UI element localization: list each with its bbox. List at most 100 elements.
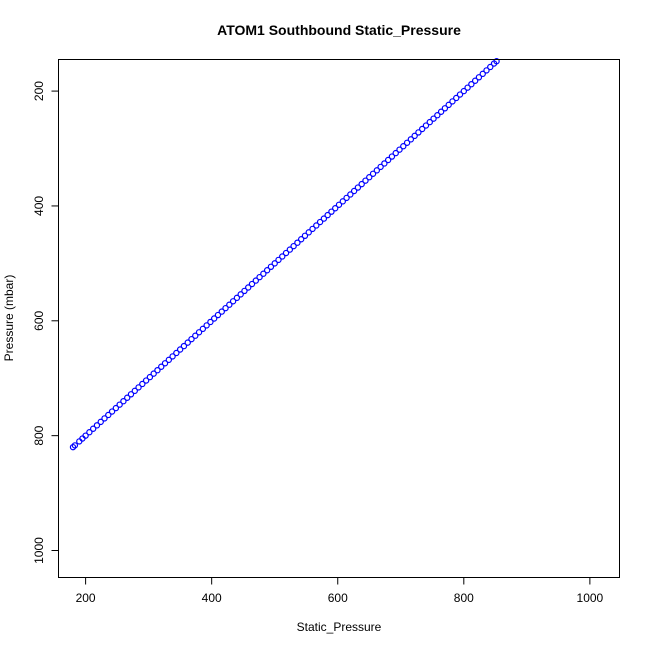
data-point bbox=[388, 153, 396, 160]
data-point bbox=[426, 118, 433, 126]
x-tick-label: 200 bbox=[76, 591, 96, 605]
data-point bbox=[407, 136, 415, 143]
data-point bbox=[271, 260, 278, 267]
data-point bbox=[453, 94, 460, 102]
data-point bbox=[222, 304, 229, 312]
data-point bbox=[441, 105, 449, 112]
data-point bbox=[275, 256, 282, 264]
data-point bbox=[146, 373, 154, 381]
data-point bbox=[282, 249, 290, 257]
data-point bbox=[124, 394, 131, 401]
data-point bbox=[290, 242, 297, 250]
data-point bbox=[139, 380, 146, 388]
data-point bbox=[192, 332, 199, 339]
data-point bbox=[350, 187, 358, 195]
data-point bbox=[184, 339, 191, 346]
x-tick-label: 800 bbox=[454, 591, 474, 605]
data-point bbox=[305, 229, 312, 236]
y-axis: 200 400 600 800 1000 bbox=[32, 81, 59, 564]
data-point bbox=[456, 91, 464, 98]
data-point bbox=[195, 329, 203, 336]
data-point bbox=[120, 398, 127, 405]
y-tick-label: 600 bbox=[32, 310, 46, 330]
data-point bbox=[131, 387, 138, 395]
data-point bbox=[493, 58, 500, 65]
data-point bbox=[176, 346, 184, 353]
data-point bbox=[464, 84, 471, 91]
data-point bbox=[297, 236, 305, 243]
data-point bbox=[377, 163, 384, 171]
data-point bbox=[267, 263, 275, 271]
data-point bbox=[396, 146, 403, 153]
data-point bbox=[158, 363, 165, 370]
data-point bbox=[358, 180, 365, 188]
data-point bbox=[294, 239, 301, 246]
data-point bbox=[324, 211, 331, 219]
data-point bbox=[248, 280, 256, 288]
x-tick-label: 1000 bbox=[577, 591, 604, 605]
data-point bbox=[154, 366, 161, 374]
data-point bbox=[316, 218, 324, 226]
data-point bbox=[415, 129, 422, 136]
data-point bbox=[437, 108, 445, 115]
data-point bbox=[392, 149, 399, 157]
data-point bbox=[366, 174, 373, 181]
data-point bbox=[309, 225, 316, 233]
data-point bbox=[89, 425, 97, 432]
data-point bbox=[71, 442, 79, 449]
data-point bbox=[335, 201, 343, 208]
data-point bbox=[97, 418, 104, 426]
y-tick-label: 1000 bbox=[32, 537, 46, 564]
data-point bbox=[332, 205, 339, 212]
data-point bbox=[400, 143, 407, 150]
x-axis-title: Static_Pressure bbox=[297, 620, 382, 634]
data-point bbox=[233, 294, 241, 302]
data-point bbox=[422, 122, 430, 129]
data-point bbox=[475, 74, 483, 81]
data-point bbox=[226, 301, 233, 308]
data-point bbox=[169, 353, 176, 360]
data-point bbox=[207, 318, 214, 326]
y-tick-label: 800 bbox=[32, 425, 46, 445]
data-point bbox=[135, 384, 142, 391]
data-point bbox=[210, 315, 218, 322]
data-point bbox=[214, 311, 222, 319]
data-point bbox=[403, 139, 411, 146]
data-point bbox=[487, 63, 494, 71]
data-point bbox=[460, 87, 468, 95]
data-point bbox=[112, 404, 120, 412]
data-point bbox=[252, 277, 259, 284]
data-point bbox=[127, 391, 135, 398]
data-point bbox=[313, 222, 320, 229]
data-point bbox=[320, 215, 328, 222]
data-point bbox=[471, 77, 479, 84]
y-tick-label: 200 bbox=[32, 81, 46, 101]
x-axis: 200 400 600 800 1000 bbox=[76, 577, 604, 605]
data-point bbox=[260, 270, 267, 277]
data-point bbox=[237, 291, 244, 298]
y-axis-title: Pressure (mbar) bbox=[2, 275, 16, 362]
data-point bbox=[82, 432, 89, 439]
data-point bbox=[218, 308, 225, 315]
data-point bbox=[362, 177, 369, 184]
data-point bbox=[468, 80, 475, 88]
data-point bbox=[165, 356, 173, 364]
data-point bbox=[245, 284, 252, 291]
x-tick-label: 400 bbox=[202, 591, 222, 605]
data-point bbox=[108, 408, 116, 415]
chart-title: ATOM1 Southbound Static_Pressure bbox=[217, 22, 461, 38]
data-point bbox=[93, 422, 101, 429]
data-point bbox=[479, 70, 486, 78]
data-point bbox=[142, 377, 150, 384]
data-point bbox=[161, 360, 169, 367]
y-tick-label: 400 bbox=[32, 196, 46, 216]
data-point bbox=[180, 342, 188, 350]
data-point bbox=[434, 112, 441, 119]
points-layer bbox=[69, 58, 500, 451]
data-point bbox=[86, 429, 93, 436]
data-point bbox=[150, 370, 157, 377]
data-point bbox=[263, 267, 271, 274]
